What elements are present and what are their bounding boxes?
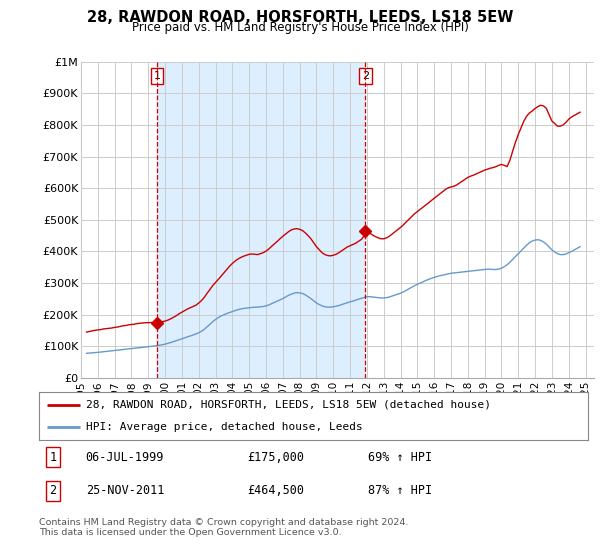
Text: 25-NOV-2011: 25-NOV-2011: [86, 484, 164, 497]
Bar: [157, 62, 365, 378]
Text: 87% ↑ HPI: 87% ↑ HPI: [368, 484, 433, 497]
Text: 2: 2: [362, 71, 369, 81]
Text: 2: 2: [49, 484, 56, 497]
Text: 1: 1: [49, 451, 56, 464]
Text: £175,000: £175,000: [248, 451, 305, 464]
Text: 28, RAWDON ROAD, HORSFORTH, LEEDS, LS18 5EW: 28, RAWDON ROAD, HORSFORTH, LEEDS, LS18 …: [87, 10, 513, 25]
Text: Contains HM Land Registry data © Crown copyright and database right 2024.
This d: Contains HM Land Registry data © Crown c…: [39, 518, 409, 538]
Text: Price paid vs. HM Land Registry's House Price Index (HPI): Price paid vs. HM Land Registry's House …: [131, 21, 469, 34]
Text: HPI: Average price, detached house, Leeds: HPI: Average price, detached house, Leed…: [86, 422, 362, 432]
Text: 69% ↑ HPI: 69% ↑ HPI: [368, 451, 433, 464]
Text: £464,500: £464,500: [248, 484, 305, 497]
Text: 1: 1: [154, 71, 161, 81]
Text: 06-JUL-1999: 06-JUL-1999: [86, 451, 164, 464]
Text: 28, RAWDON ROAD, HORSFORTH, LEEDS, LS18 5EW (detached house): 28, RAWDON ROAD, HORSFORTH, LEEDS, LS18 …: [86, 400, 491, 410]
